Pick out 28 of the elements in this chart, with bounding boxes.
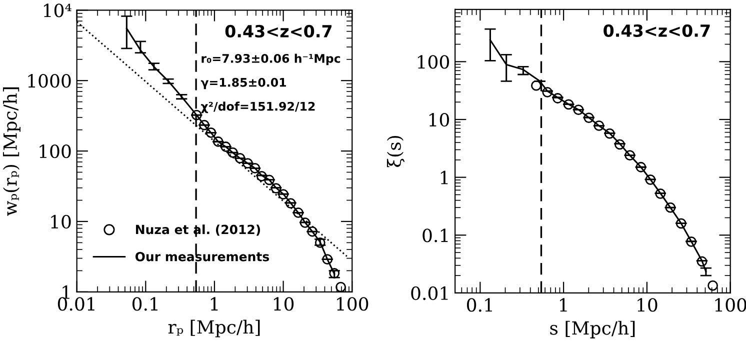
x-tick-label: 1 [560,298,567,312]
y-tick-label: 100 [40,144,71,158]
x-tick-label: 10 [274,297,294,311]
y-tick-label: 1000 [28,74,71,88]
y-tick-label: 0.01 [411,286,448,300]
x-tick-label: 0.1 [466,298,492,312]
annotation: γ=1.85±0.01 [200,78,286,90]
annotation: χ²/dof=151.92/12 [201,102,315,114]
y-tick-label: 1 [440,170,448,184]
x-axis-title: rₚ [Mpc/h] [168,320,260,338]
y-tick-label: 10⁴ [44,4,72,18]
annotation: 0.43<z<0.7 [225,24,332,38]
x-tick-label: 1 [210,297,218,310]
legend-label: Our measurements [135,252,270,262]
x-tick-label: 10 [638,298,658,312]
x-tick-label: 100 [337,297,368,311]
y-axis-title: ξ(s) [386,136,404,168]
y-axis-title: wₚ(rₚ) [Mpc/h] [2,87,20,216]
x-tick-label: 0.1 [132,297,158,311]
x-tick-label: 100 [715,298,746,312]
y-tick-label: 100 [418,55,449,69]
y-tick-label: 0.1 [422,228,448,242]
y-tick-label: 10 [429,112,449,127]
x-axis-title: s [Mpc/h] [550,320,635,338]
y-tick-label: 10 [51,214,71,229]
annotation: 0.43<z<0.7 [604,24,710,37]
y-tick-label: 1 [62,285,70,299]
annotation: r₀=7.93±0.06 h⁻¹Mpc [202,54,340,66]
